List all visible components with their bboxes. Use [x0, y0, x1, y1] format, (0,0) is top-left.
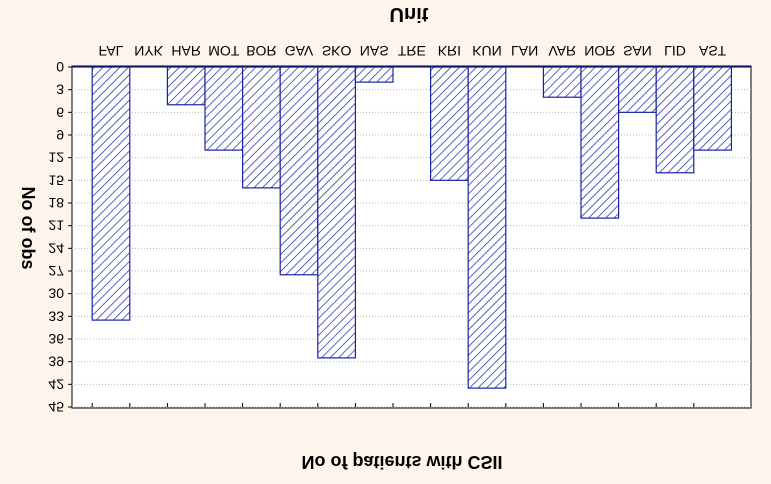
category-label: NOR	[584, 43, 615, 59]
y-tick-label: 12	[48, 150, 64, 166]
y-tick-label: 18	[48, 195, 64, 211]
grid-lines	[72, 89, 751, 408]
y-tick-label: 42	[48, 376, 64, 392]
y-tick-label: 15	[48, 172, 64, 188]
bar-lid	[655, 66, 695, 174]
category-labels: FAL NYK HAR MOT BOR GAV SKO NAS TRE KRI KUN LAN VAR N…	[99, 43, 727, 59]
x-axis-ticks	[91, 403, 695, 407]
bar-nas	[354, 66, 394, 83]
category-label: GAV	[285, 43, 314, 59]
category-label: AST	[699, 43, 727, 59]
y-tick-label: 45	[48, 399, 64, 415]
category-label: NAS	[360, 43, 389, 59]
bar-fal	[91, 66, 131, 321]
category-label: TRE	[398, 43, 426, 59]
bar-san	[617, 66, 657, 113]
bar-var	[542, 66, 582, 98]
bar-gav	[279, 66, 319, 276]
category-label: SKO	[322, 43, 352, 59]
y-axis-label: No of obs	[18, 187, 38, 270]
bars	[91, 66, 732, 389]
y-tick-label: 9	[56, 127, 64, 143]
category-label: KUN	[472, 43, 502, 59]
x-axis-label: No of patients with CSII	[302, 452, 503, 472]
y-tick-label: 36	[48, 331, 64, 347]
y-tick-label: 33	[48, 308, 64, 324]
y-tick-label: 6	[56, 104, 64, 120]
category-label: KRI	[438, 43, 461, 59]
bar-bor	[242, 66, 281, 189]
bar-nor	[580, 66, 620, 219]
bar-mot	[204, 66, 244, 151]
y-tick-label: 24	[48, 240, 64, 256]
y-tick-label: 0	[56, 59, 64, 75]
bar-har	[166, 66, 206, 106]
bar-ast	[693, 66, 732, 151]
y-tick-label: 3	[56, 82, 64, 98]
category-label: NYK	[134, 43, 163, 59]
category-label: FAL	[99, 43, 124, 59]
y-tick-label: 30	[48, 286, 64, 302]
y-tick-label: 21	[48, 218, 64, 234]
y-tick-label: 27	[48, 263, 64, 279]
bar-kri	[430, 66, 469, 181]
chart-title: Unit	[390, 3, 429, 25]
bar-sko	[317, 66, 356, 359]
category-label: VAR	[548, 43, 576, 59]
category-label: SAN	[623, 43, 652, 59]
category-label: LID	[664, 43, 686, 59]
bar-kun	[467, 66, 507, 389]
category-label: MOT	[208, 43, 240, 59]
category-label: HAR	[171, 43, 201, 59]
plot-area	[71, 65, 752, 409]
y-tick-label: 39	[48, 354, 64, 370]
category-label: BOR	[246, 43, 276, 59]
category-label: LAN	[511, 43, 538, 59]
